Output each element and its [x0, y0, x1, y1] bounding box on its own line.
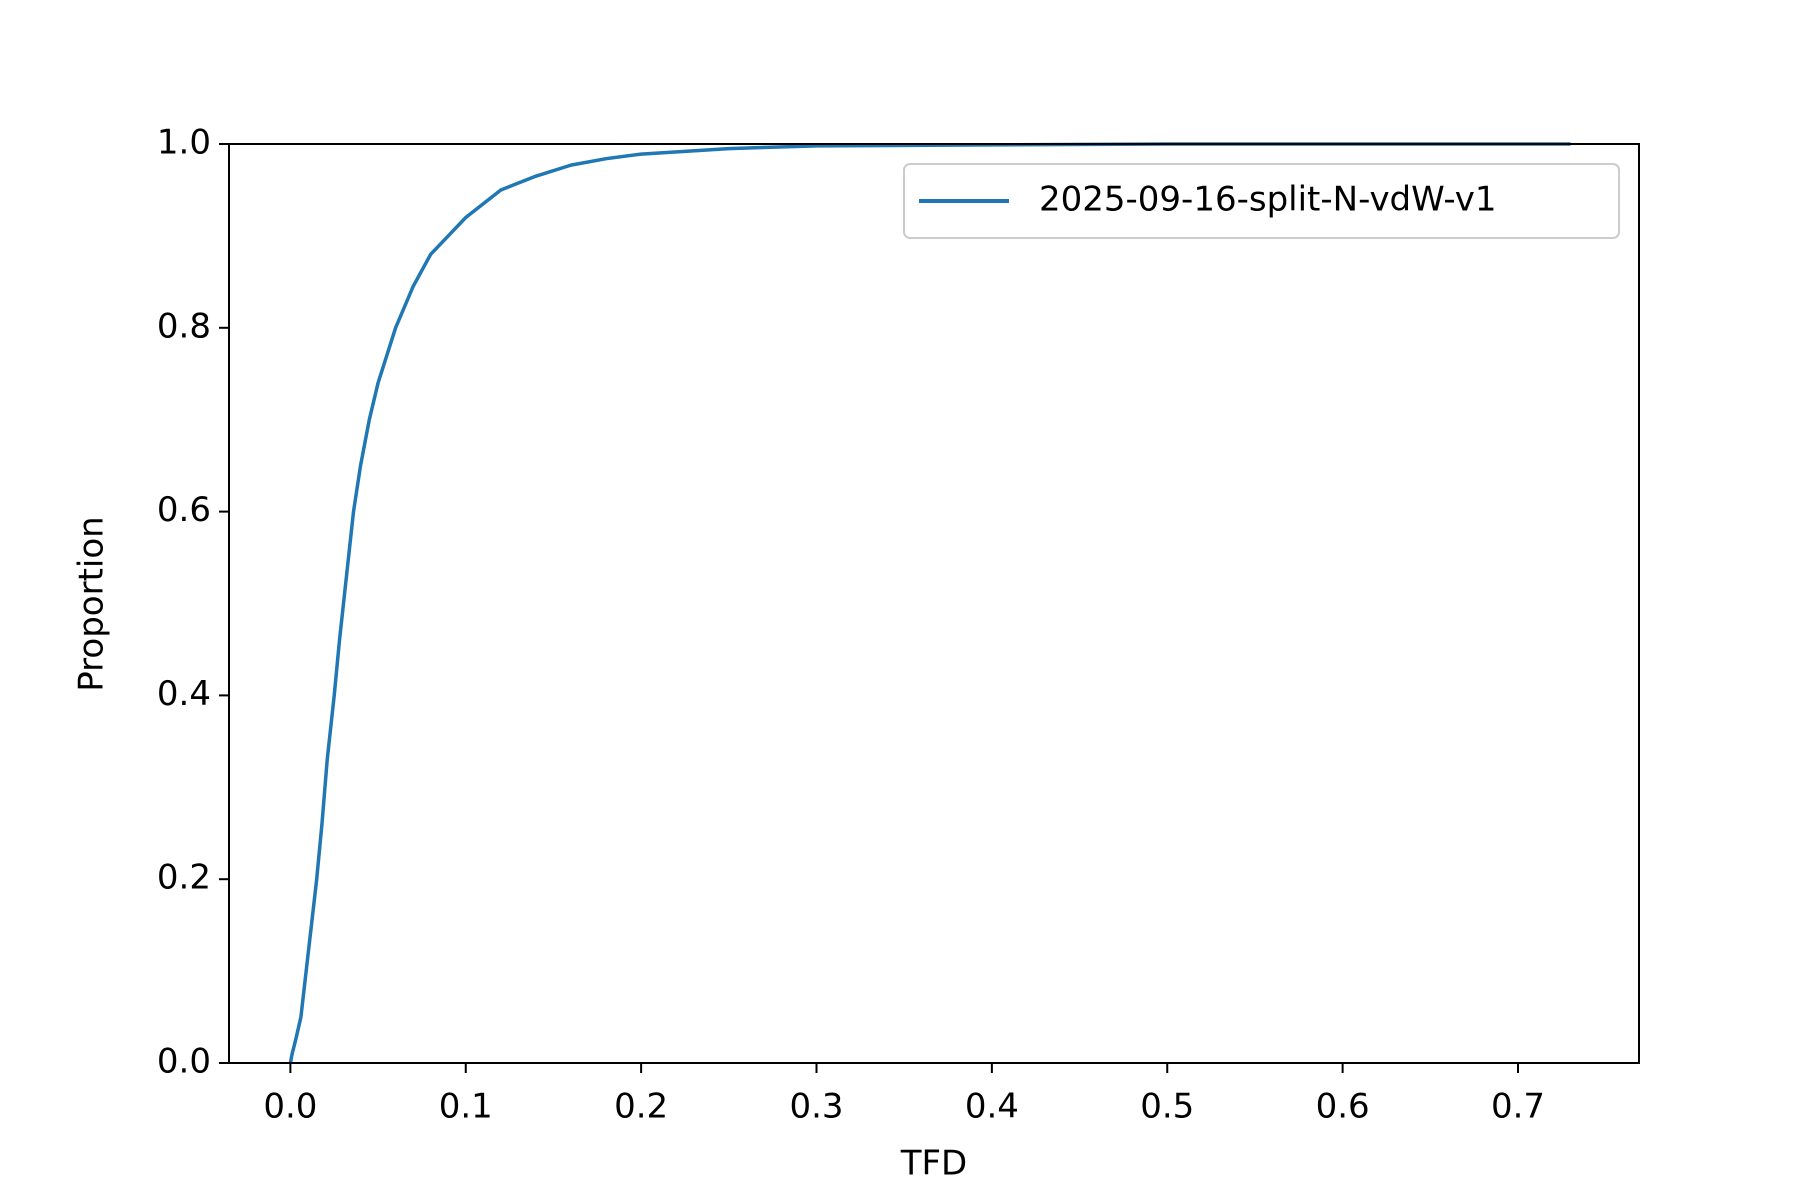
plot-area	[229, 144, 1639, 1063]
y-tick-label: 0.4	[157, 674, 211, 714]
x-tick-label: 0.4	[965, 1087, 1019, 1127]
x-tick-label: 0.5	[1140, 1087, 1194, 1127]
x-tick-label: 0.3	[789, 1087, 843, 1127]
x-tick-label: 0.6	[1316, 1087, 1370, 1127]
x-tick-label: 0.1	[439, 1087, 493, 1127]
y-tick-label: 0.2	[157, 858, 211, 898]
legend: 2025-09-16-split-N-vdW-v1	[903, 163, 1620, 239]
x-axis-label: TFD	[900, 1144, 968, 1184]
y-axis-label: Proportion	[72, 516, 112, 691]
legend-box	[903, 163, 1620, 239]
legend-label: 2025-09-16-split-N-vdW-v1	[1039, 180, 1497, 220]
x-tick-label: 0.2	[614, 1087, 668, 1127]
y-tick-label: 0.8	[157, 306, 211, 346]
data-line	[288, 142, 1571, 1064]
y-tick-label: 0.6	[157, 490, 211, 530]
axes-frame	[228, 143, 1640, 1064]
x-tick-label: 0.0	[263, 1087, 317, 1127]
x-tick-label: 0.7	[1491, 1087, 1545, 1127]
y-tick-label: 0.0	[157, 1042, 211, 1082]
y-tick-label: 1.0	[157, 123, 211, 163]
